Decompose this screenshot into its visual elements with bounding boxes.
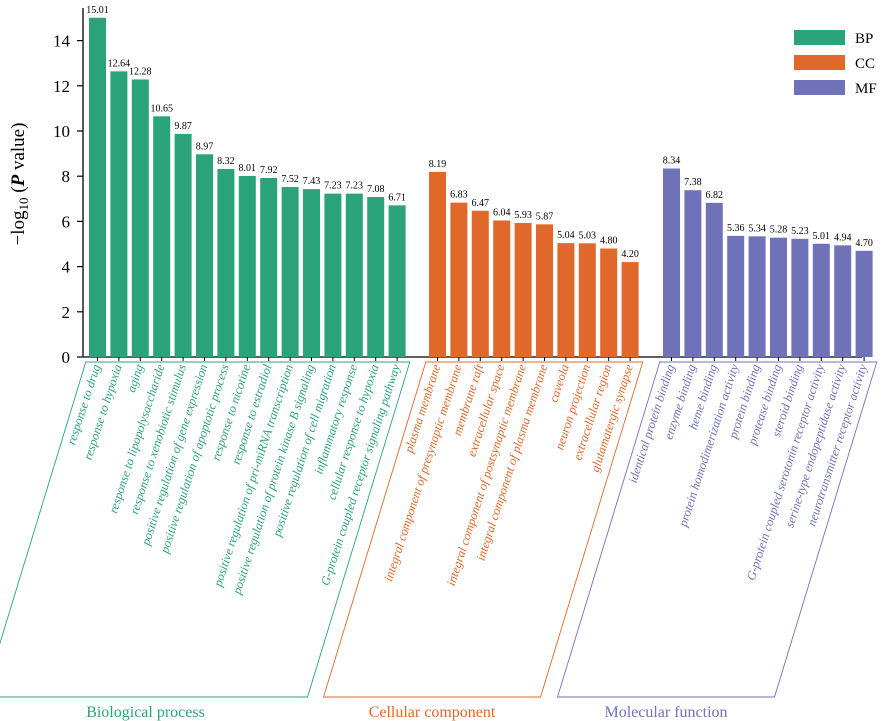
bar-mf [791,238,809,357]
bar-cc [493,220,511,357]
group-label-mf: Molecular function [604,704,727,721]
bar-mf [855,250,873,357]
bar-bp [131,79,149,358]
bar-cc [514,222,532,357]
value-label: 5.34 [748,223,766,234]
y-tick-label: 6 [62,212,71,231]
value-label: 15.01 [86,5,109,16]
bar-mf [727,235,745,357]
value-label: 5.01 [813,231,831,242]
value-label: 5.23 [791,226,809,237]
y-tick-label: 0 [62,348,71,367]
bar-mf [748,236,766,357]
bar-bp [238,175,256,357]
value-label: 6.47 [472,198,490,209]
bar-cc [536,224,553,357]
value-label: 5.36 [727,223,745,234]
bar-mf [684,190,702,357]
y-tick-label: 10 [53,122,70,141]
bar-mf [812,243,830,357]
value-label: 7.38 [684,177,702,188]
value-label: 9.87 [174,121,192,132]
bar-cc [429,171,446,357]
value-label: 7.08 [367,184,385,195]
y-tick-label: 2 [62,303,71,322]
group-bracket-mf [556,361,878,698]
y-tick-label: 8 [62,167,71,186]
value-label: 4.94 [834,232,852,243]
bar-bp [217,168,235,357]
category-label: aging [124,363,146,394]
value-label: 10.65 [150,103,173,114]
value-label: 7.43 [303,176,321,187]
value-label: 7.52 [281,174,299,185]
bar-mf [770,237,787,357]
value-label: 4.20 [621,249,639,260]
value-label: 4.80 [600,236,618,247]
value-label: 8.01 [239,163,257,174]
bar-cc [578,243,596,357]
legend-swatch-mf [794,80,845,95]
bar-mf [834,245,852,357]
y-tick-label: 14 [53,32,71,51]
value-label: 5.87 [536,211,554,222]
value-label: 5.28 [770,225,788,236]
bar-bp [110,71,128,357]
group-label-cc: Cellular component [369,704,496,721]
value-label: 7.23 [346,181,364,192]
value-label: 8.32 [217,156,235,167]
value-label: 8.97 [196,141,214,152]
bar-bp [303,189,320,357]
value-label: 12.64 [108,58,131,69]
bar-bp [196,154,213,357]
value-label: 5.04 [557,230,575,241]
bar-cc [471,210,489,357]
legend-swatch-cc [794,55,845,70]
group-bracket-cc [322,361,644,698]
value-label: 8.19 [429,159,447,170]
value-label: 6.71 [388,192,406,203]
value-label: 5.93 [514,210,532,221]
bar-cc [450,202,468,357]
bars [89,17,873,361]
value-label: 7.92 [260,165,278,176]
bar-bp [260,178,278,357]
bar-cc [557,243,575,357]
bar-bp [367,196,385,357]
value-label: 6.83 [450,190,468,201]
bar-mf [705,202,723,357]
value-label: 6.82 [706,190,724,201]
y-axis-label: −log10 (P value) [8,123,31,246]
legend: BP CC MF [794,30,877,97]
y-tick-label: 4 [62,258,71,277]
bar-bp [89,17,106,358]
bar-bp [153,116,171,357]
bar-bp [174,133,192,357]
bar-bp [345,193,363,357]
value-label: 6.04 [493,207,511,218]
value-label: 4.70 [855,238,873,249]
value-label: 12.28 [129,66,152,77]
bar-bp [388,205,406,357]
group-label-bp: Biological process [86,704,205,721]
bar-mf [663,168,680,357]
bar-cc [600,248,618,357]
legend-label-cc: CC [855,56,875,72]
legend-swatch-bp [794,30,845,45]
value-label: 7.23 [324,181,342,192]
bar-bp [324,193,342,357]
y-tick-label: 12 [53,77,70,96]
value-label: 8.34 [663,156,681,167]
bar-bp [281,187,299,357]
group-bracket-bp [0,361,411,698]
legend-label-mf: MF [855,81,877,97]
legend-label-bp: BP [855,31,873,47]
value-label: 5.03 [579,230,597,241]
group-brackets: Biological process Cellular component Mole… [0,361,878,721]
bar-cc [621,262,639,357]
